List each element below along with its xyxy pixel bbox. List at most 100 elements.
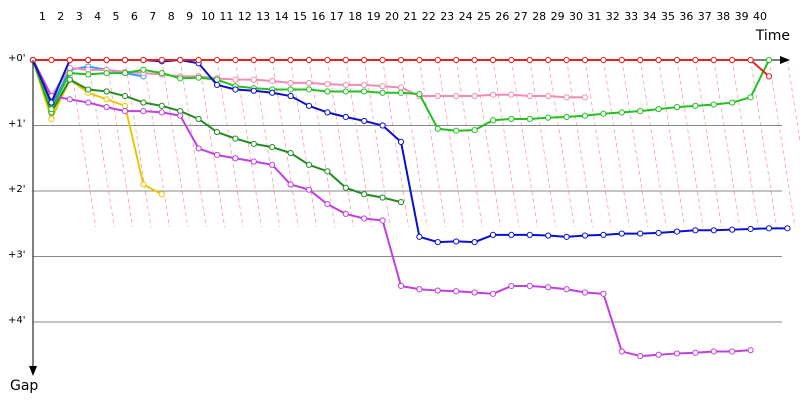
lap-diagonal	[658, 59, 685, 228]
data-point	[673, 350, 681, 357]
lap-diagonal	[474, 59, 501, 228]
x-tick-label: 23	[440, 10, 454, 23]
data-point	[158, 102, 165, 109]
data-point	[250, 56, 257, 64]
data-point	[489, 91, 497, 98]
data-point	[195, 145, 202, 152]
data-point	[434, 287, 441, 294]
data-point	[121, 70, 129, 77]
x-tick-label: 1	[39, 10, 46, 23]
x-tick-label: 8	[168, 10, 175, 23]
data-point	[324, 201, 331, 208]
data-point	[269, 144, 276, 151]
data-point	[121, 56, 129, 64]
data-point	[692, 349, 699, 356]
x-tick-label: 26	[495, 10, 509, 23]
data-point	[85, 71, 92, 78]
data-point	[379, 56, 386, 64]
x-tick-label: 10	[201, 10, 215, 23]
data-point	[453, 238, 460, 245]
data-point	[103, 96, 110, 103]
data-point	[287, 181, 294, 188]
data-point	[545, 56, 552, 64]
data-point	[140, 56, 147, 64]
lap-diagonal	[124, 59, 152, 228]
data-point	[397, 138, 405, 145]
data-point	[563, 94, 570, 101]
data-point	[471, 238, 478, 246]
x-tick-label: 31	[587, 10, 601, 23]
data-point	[269, 77, 276, 85]
data-point	[545, 232, 552, 239]
lap-diagonal	[198, 59, 225, 228]
lap-diagonal	[787, 59, 800, 144]
data-point	[729, 99, 736, 106]
x-axis-label: Time	[755, 28, 790, 44]
x-tick-label: 20	[385, 10, 399, 23]
x-tick-label: 4	[94, 10, 101, 23]
x-tick-label: 12	[238, 10, 252, 23]
data-point	[692, 227, 699, 234]
data-point	[287, 149, 294, 157]
x-tick-label: 25	[477, 10, 491, 23]
data-point	[232, 56, 239, 64]
data-point	[305, 86, 313, 93]
data-point	[434, 238, 441, 246]
data-point	[508, 56, 515, 64]
data-point	[600, 56, 607, 64]
data-point	[655, 229, 662, 237]
data-point	[526, 115, 533, 123]
data-point	[508, 91, 515, 98]
data-point	[581, 232, 589, 239]
data-point	[269, 56, 276, 64]
data-point	[361, 88, 368, 95]
data-point	[747, 94, 754, 101]
lap-diagonal	[639, 59, 667, 228]
data-point	[397, 56, 405, 64]
data-point	[563, 113, 570, 121]
x-tick-label: 27	[514, 10, 528, 23]
x-tick-label: 6	[131, 10, 138, 23]
lap-diagonal	[87, 59, 115, 228]
data-point	[655, 56, 662, 64]
data-point	[526, 56, 533, 64]
x-tick-label: 21	[403, 10, 417, 23]
data-point	[692, 56, 699, 64]
data-point	[637, 107, 644, 115]
lap-diagonal	[143, 59, 170, 228]
data-point	[489, 117, 497, 124]
data-point	[140, 99, 147, 106]
data-point	[305, 102, 313, 109]
data-point	[103, 70, 110, 77]
x-tick-label: 3	[76, 10, 83, 23]
x-tick-label: 32	[606, 10, 620, 23]
data-point	[324, 56, 331, 64]
data-point	[287, 92, 294, 100]
data-point	[710, 56, 717, 64]
y-tick-label: +1'	[8, 119, 26, 130]
data-point	[287, 79, 294, 87]
data-point	[324, 109, 331, 116]
lap-diagonal	[327, 59, 354, 228]
data-point	[397, 84, 405, 91]
data-point	[729, 56, 736, 64]
data-point	[48, 106, 55, 113]
data-point	[673, 56, 681, 64]
data-point	[397, 89, 405, 96]
data-point	[563, 233, 570, 240]
x-tick-label: 29	[551, 10, 565, 23]
data-point	[637, 230, 644, 237]
data-point	[618, 109, 625, 116]
x-tick-label: 40	[753, 10, 767, 23]
data-point	[232, 86, 239, 93]
data-point	[747, 347, 754, 354]
data-point	[324, 88, 331, 95]
lap-diagonal	[621, 59, 649, 228]
data-point	[453, 288, 460, 295]
data-point	[655, 106, 662, 113]
y-axis-label: Gap	[10, 378, 38, 394]
x-tick-label: 7	[149, 10, 156, 23]
lap-diagonal	[161, 59, 189, 228]
data-point	[397, 282, 405, 290]
data-point	[158, 56, 165, 64]
